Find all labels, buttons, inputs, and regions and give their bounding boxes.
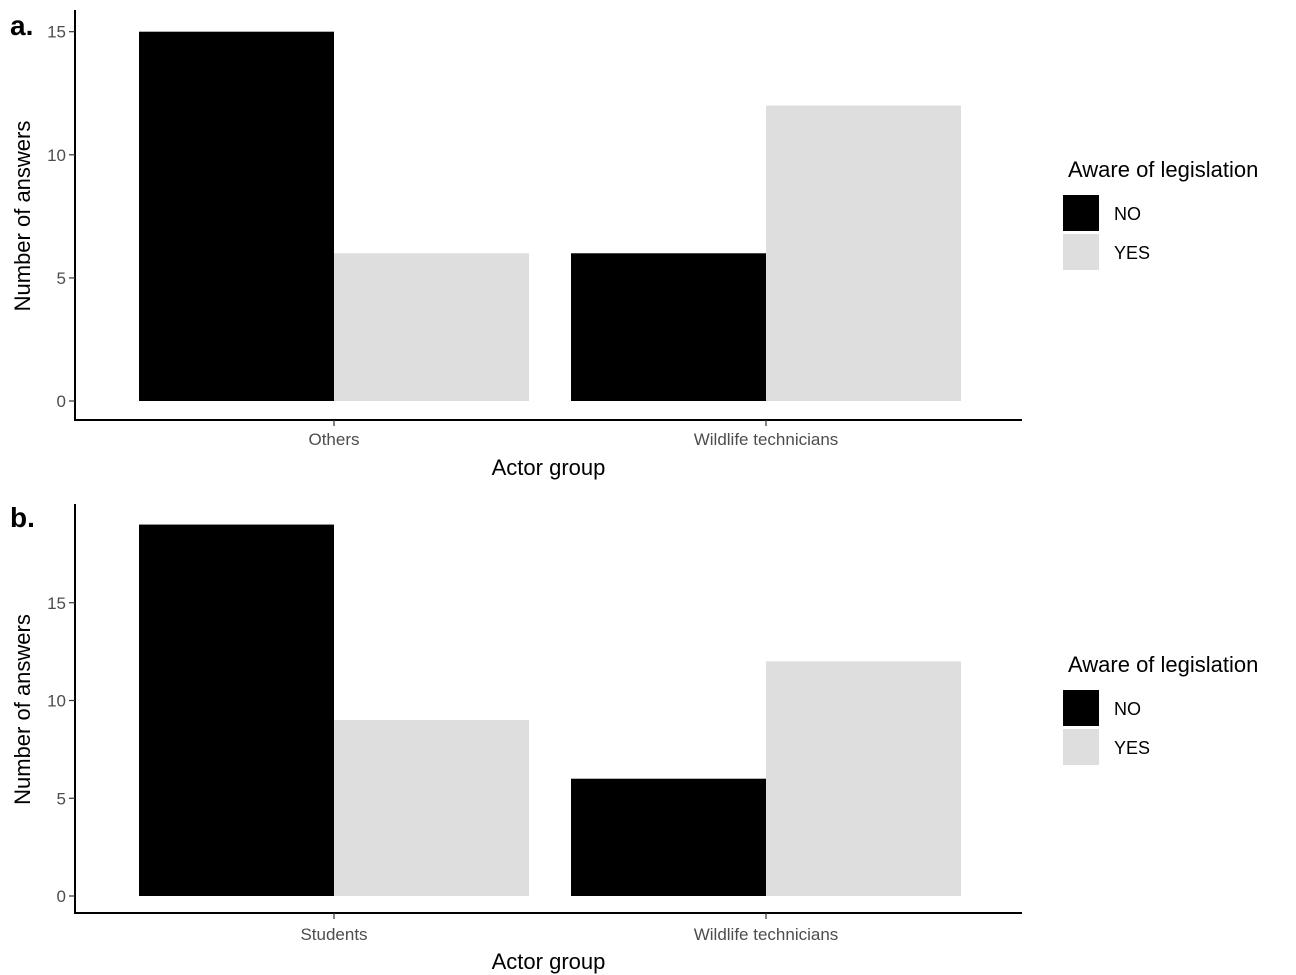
- y-tick-label: 15: [47, 23, 66, 42]
- x-axis-title: Actor group: [492, 455, 606, 480]
- panel-label: b.: [10, 502, 35, 533]
- y-tick-label: 5: [57, 789, 66, 808]
- bar-students-yes: [334, 720, 529, 896]
- bar-others-no: [139, 31, 334, 402]
- y-tick-label: 0: [57, 392, 66, 411]
- legend-swatch-no: [1063, 195, 1099, 231]
- bar-others-yes: [334, 253, 529, 401]
- y-tick-label: 5: [57, 269, 66, 288]
- x-tick-label: Students: [300, 925, 367, 944]
- y-tick-label: 0: [57, 887, 66, 906]
- legend-title: Aware of legislation: [1068, 652, 1258, 677]
- y-axis-title: Number of answers: [10, 614, 35, 805]
- bar-students-no: [139, 524, 334, 896]
- panel-label: a.: [10, 10, 33, 41]
- x-tick-label: Wildlife technicians: [694, 430, 839, 449]
- panel-a: a. 0 5 10 15 Others Wildlife technicians Actor …: [10, 10, 1258, 480]
- bar-wildlife-technicians-yes: [766, 661, 961, 896]
- y-tick-label: 10: [47, 692, 66, 711]
- legend-label-yes: YES: [1114, 243, 1150, 263]
- legend-label-no: NO: [1114, 699, 1141, 719]
- legend-swatch-no: [1063, 690, 1099, 726]
- legend-swatch-yes: [1063, 729, 1099, 765]
- legend-label-no: NO: [1114, 204, 1141, 224]
- legend: Aware of legislation NO YES: [1063, 652, 1258, 765]
- bar-wildlife-technicians-no: [571, 253, 766, 401]
- y-axis-title: Number of answers: [10, 121, 35, 312]
- x-tick-label: Wildlife technicians: [694, 925, 839, 944]
- bar-wildlife-technicians-yes: [766, 105, 961, 402]
- y-tick-label: 15: [47, 594, 66, 613]
- panel-b: b. 0 5 10 15 Students Wildlife technicians Acto…: [10, 502, 1258, 974]
- legend: Aware of legislation NO YES: [1063, 157, 1258, 270]
- legend-swatch-yes: [1063, 234, 1099, 270]
- x-axis-title: Actor group: [492, 949, 606, 974]
- bar-wildlife-technicians-no: [571, 778, 766, 896]
- legend-title: Aware of legislation: [1068, 157, 1258, 182]
- legend-label-yes: YES: [1114, 738, 1150, 758]
- x-tick-label: Others: [308, 430, 359, 449]
- y-tick-label: 10: [47, 146, 66, 165]
